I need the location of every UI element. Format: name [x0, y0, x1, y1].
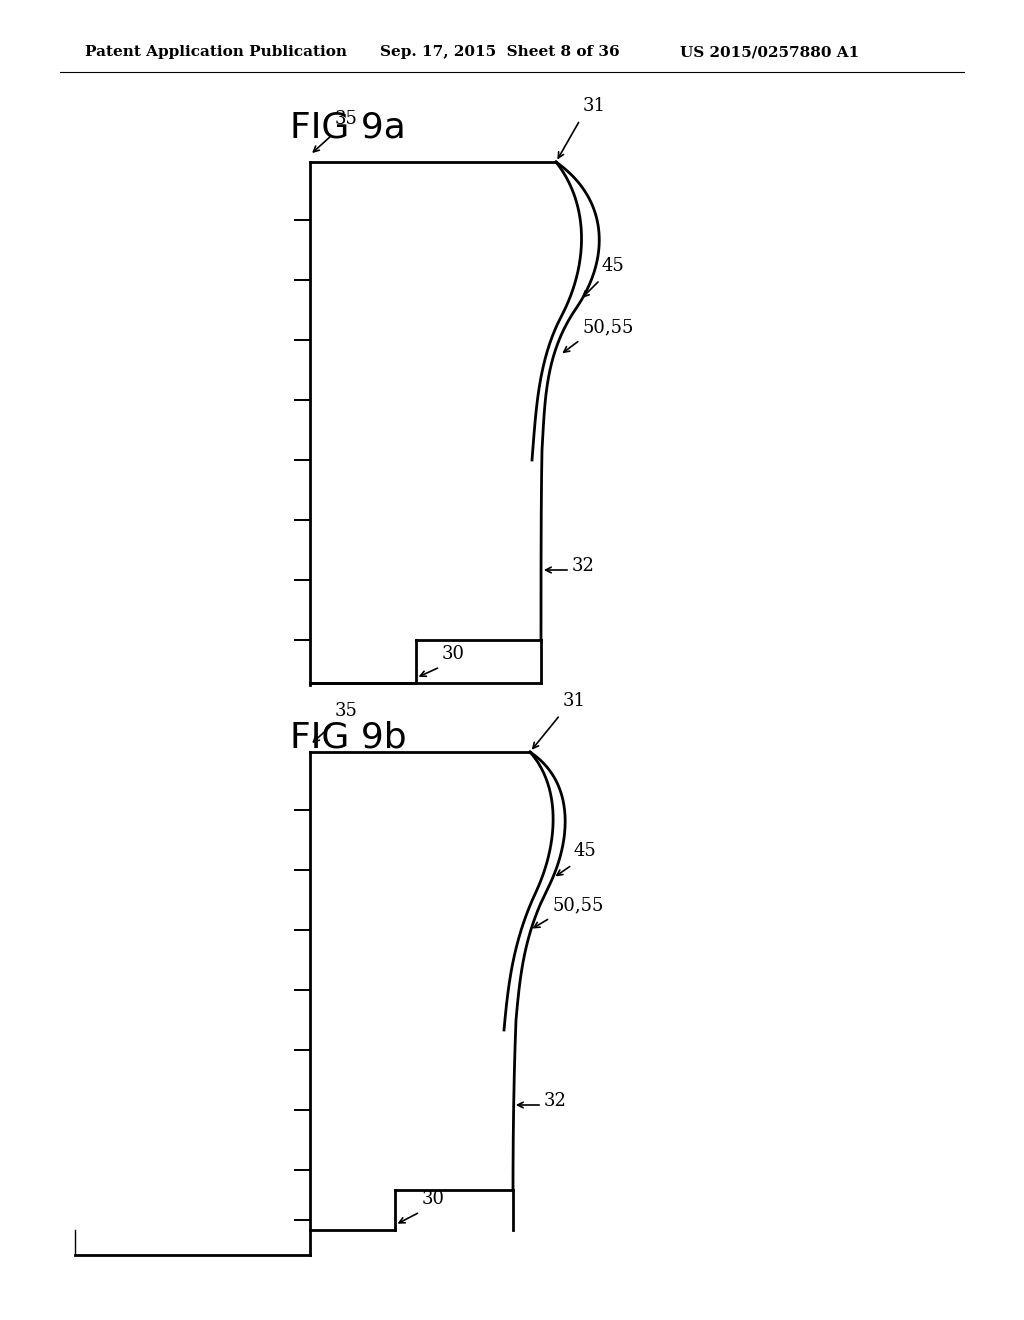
- Text: 35: 35: [335, 702, 357, 719]
- Text: 30: 30: [422, 1191, 445, 1208]
- Text: 32: 32: [544, 1092, 567, 1110]
- Text: 30: 30: [442, 645, 465, 663]
- Text: 31: 31: [563, 692, 586, 710]
- Text: 50,55: 50,55: [582, 318, 634, 337]
- Text: FIG 9b: FIG 9b: [290, 719, 407, 754]
- Text: 32: 32: [572, 557, 595, 576]
- Text: 35: 35: [335, 110, 357, 128]
- Text: FIG 9a: FIG 9a: [290, 110, 406, 144]
- Text: 50,55: 50,55: [552, 896, 603, 913]
- Text: Patent Application Publication: Patent Application Publication: [85, 45, 347, 59]
- Text: 31: 31: [583, 96, 606, 115]
- Text: 45: 45: [602, 257, 625, 275]
- Text: US 2015/0257880 A1: US 2015/0257880 A1: [680, 45, 859, 59]
- Text: Sep. 17, 2015  Sheet 8 of 36: Sep. 17, 2015 Sheet 8 of 36: [380, 45, 620, 59]
- Text: 45: 45: [574, 842, 597, 861]
